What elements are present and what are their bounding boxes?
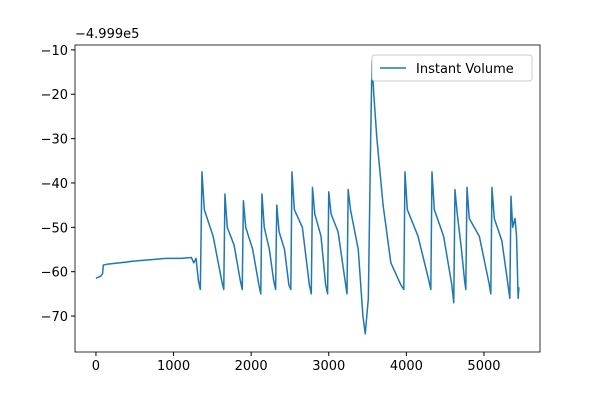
y-tick-label: −50 xyxy=(41,221,68,236)
y-tick-label: −70 xyxy=(41,310,68,325)
x-tick-label: 0 xyxy=(92,359,100,374)
x-tick-label: 2000 xyxy=(235,359,268,374)
y-tick-label: −60 xyxy=(41,266,68,281)
y-tick-label: −30 xyxy=(41,133,68,148)
y-offset-label: −4.999e5 xyxy=(75,27,139,42)
x-tick-label: 4000 xyxy=(390,359,423,374)
x-tick-label: 3000 xyxy=(312,359,345,374)
plot-frame xyxy=(74,44,541,353)
y-tick-label: −10 xyxy=(41,44,68,59)
series-line xyxy=(95,60,520,335)
legend-box xyxy=(371,54,533,82)
x-tick-label: 5000 xyxy=(467,359,500,374)
y-tick-label: −40 xyxy=(41,177,68,192)
x-tick-label: 1000 xyxy=(157,359,190,374)
legend-label: Instant Volume xyxy=(416,62,514,77)
y-tick-label: −20 xyxy=(41,88,68,103)
